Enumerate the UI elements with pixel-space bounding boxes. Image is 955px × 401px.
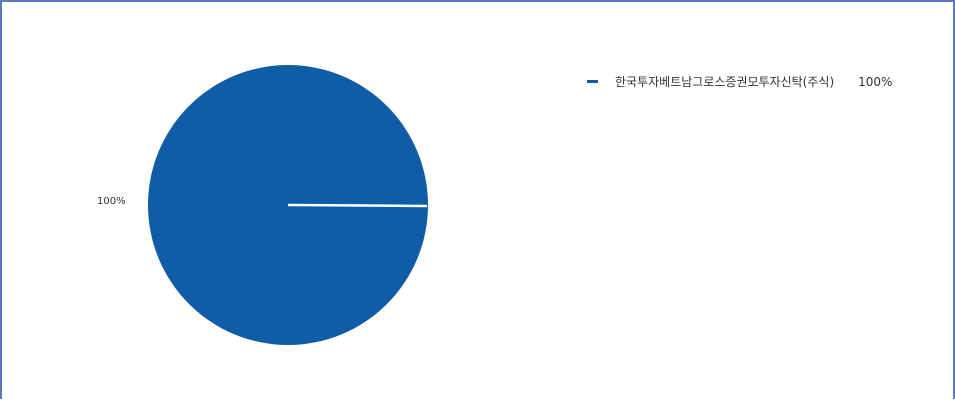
slice-percent-label: 100% [97,196,126,207]
slice-divider [287,203,428,208]
legend-percent: 100% [858,74,893,89]
legend-item[interactable]: 한국투자베트남그로스증권모투자신탁(주식) 100% [587,73,892,90]
legend-label: 한국투자베트남그로스증권모투자신탁(주식) [615,75,835,89]
legend-swatch [587,80,598,83]
